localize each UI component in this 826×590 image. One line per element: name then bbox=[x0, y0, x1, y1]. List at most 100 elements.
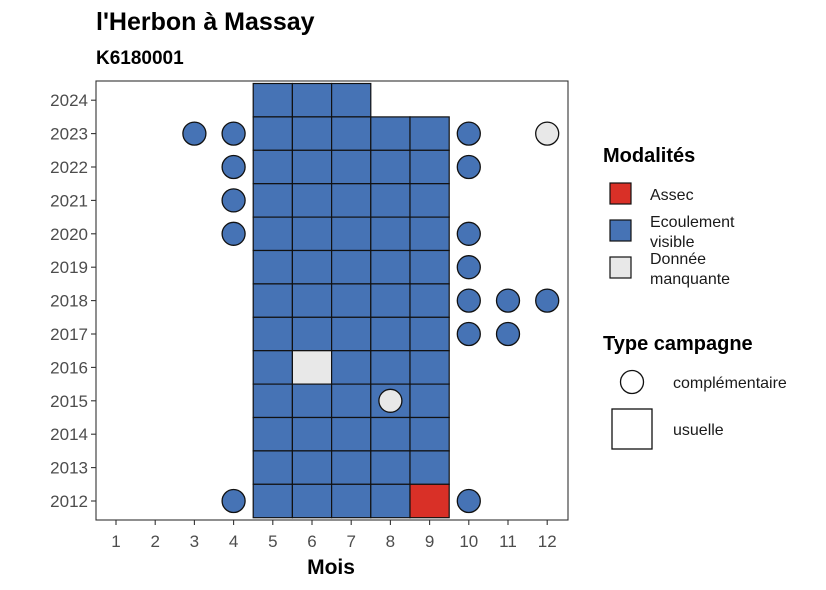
point-2023-10 bbox=[456, 121, 481, 146]
tile-2022-6 bbox=[291, 149, 333, 185]
tile-2021-5 bbox=[252, 183, 293, 218]
tile-2023-5 bbox=[252, 116, 293, 151]
tile-2024-6 bbox=[291, 82, 333, 118]
tile-2021-9 bbox=[409, 183, 450, 218]
y-tick-label-2020: 2020 bbox=[50, 225, 88, 244]
legend-label-1: Ecoulement visible bbox=[650, 214, 735, 251]
tile-2019-7 bbox=[331, 249, 372, 285]
tile-2016-8 bbox=[370, 350, 411, 385]
point-2012-10 bbox=[456, 488, 481, 514]
point-2017-11 bbox=[495, 321, 521, 347]
x-tick-label-4: 4 bbox=[229, 532, 238, 551]
y-tick-label-2023: 2023 bbox=[50, 125, 88, 144]
y-tick-label-2018: 2018 bbox=[50, 292, 88, 311]
legend-label-0: Assec bbox=[650, 187, 694, 204]
tile-2012-7 bbox=[331, 483, 372, 519]
legend-type-campagne: Type campagne complémentaire usuelle bbox=[603, 333, 787, 450]
tile-2023-6 bbox=[291, 116, 333, 151]
legend-modalites-title: Modalités bbox=[603, 145, 695, 167]
x-tick-label-9: 9 bbox=[425, 532, 434, 551]
legend-key-2 bbox=[609, 256, 632, 279]
tile-2020-9 bbox=[409, 216, 450, 252]
y-tick-label-2015: 2015 bbox=[50, 392, 88, 411]
tile-2013-7 bbox=[331, 450, 372, 485]
x-tick-label-1: 1 bbox=[111, 532, 120, 551]
tile-2023-7 bbox=[331, 116, 372, 151]
tile-2012-8 bbox=[370, 483, 411, 519]
point-2019-10 bbox=[456, 255, 481, 280]
tile-2015-6 bbox=[291, 383, 333, 419]
y-tick-label-2022: 2022 bbox=[50, 158, 88, 177]
tile-2020-8 bbox=[370, 216, 411, 252]
tile-2019-6 bbox=[291, 249, 333, 285]
y-tick-label-2013: 2013 bbox=[50, 459, 88, 478]
x-tick-label-8: 8 bbox=[386, 532, 395, 551]
tile-2016-7 bbox=[331, 350, 372, 385]
tile-2016-5 bbox=[252, 350, 293, 385]
tile-2023-8 bbox=[370, 116, 411, 151]
x-tick-label-6: 6 bbox=[307, 532, 316, 551]
tile-2012-5 bbox=[252, 483, 293, 519]
x-tick-label-5: 5 bbox=[268, 532, 277, 551]
tile-2017-6 bbox=[291, 316, 333, 352]
tile-2014-6 bbox=[291, 416, 333, 452]
tile-2018-6 bbox=[291, 283, 333, 318]
tile-2019-8 bbox=[370, 249, 411, 285]
chart-subtitle: K6180001 bbox=[96, 48, 184, 69]
point-2021-4 bbox=[221, 188, 246, 213]
plot-area: 2012 2013 2014 2015 2016 2017 2018 2019 2020 2021… bbox=[50, 80, 569, 551]
y-tick-label-2019: 2019 bbox=[50, 258, 88, 277]
tile-2019-5 bbox=[252, 249, 293, 285]
tile-2018-7 bbox=[331, 283, 372, 318]
tile-2013-5 bbox=[252, 450, 293, 485]
point-2018-11 bbox=[495, 288, 521, 313]
x-tick-label-2: 2 bbox=[150, 532, 159, 551]
tile-2014-9 bbox=[409, 416, 450, 452]
legend-type-campagne-title: Type campagne bbox=[603, 333, 753, 355]
legend-key-0 bbox=[609, 182, 632, 205]
tile-2023-9 bbox=[409, 116, 450, 151]
tile-2012-9 bbox=[409, 483, 450, 519]
tile-2022-9 bbox=[409, 149, 450, 185]
legend-shape-square bbox=[611, 408, 653, 450]
legend-type-label-0: complémentaire bbox=[673, 375, 787, 392]
x-tick-label-12: 12 bbox=[538, 532, 557, 551]
tile-2012-6 bbox=[291, 483, 333, 519]
point-2012-4 bbox=[221, 488, 246, 514]
x-tick-label-3: 3 bbox=[190, 532, 199, 551]
legend-label-2: Donnée manquante bbox=[650, 251, 730, 288]
tile-2021-7 bbox=[331, 183, 372, 218]
tile-2017-7 bbox=[331, 316, 372, 352]
x-tick-label-10: 10 bbox=[459, 532, 478, 551]
tile-2022-8 bbox=[370, 149, 411, 185]
x-axis-title: Mois bbox=[307, 556, 355, 579]
legend-key-1 bbox=[609, 219, 632, 242]
tile-2022-5 bbox=[252, 149, 293, 185]
legend-shape-circle bbox=[619, 369, 645, 395]
point-2023-3 bbox=[182, 121, 207, 146]
tile-2014-7 bbox=[331, 416, 372, 452]
tile-2020-5 bbox=[252, 216, 293, 252]
tile-2020-7 bbox=[331, 216, 372, 252]
point-2018-10 bbox=[456, 288, 481, 313]
y-tick-label-2017: 2017 bbox=[50, 325, 88, 344]
point-2018-12 bbox=[535, 288, 560, 313]
point-2017-10 bbox=[456, 321, 481, 347]
tile-2017-9 bbox=[409, 316, 450, 352]
tile-2013-8 bbox=[370, 450, 411, 485]
tile-2013-9 bbox=[409, 450, 450, 485]
tile-2022-7 bbox=[331, 149, 372, 185]
tile-2018-9 bbox=[409, 283, 450, 318]
legend-type-label-1: usuelle bbox=[673, 422, 724, 439]
y-tick-label-2021: 2021 bbox=[50, 191, 88, 210]
y-tick-label-2016: 2016 bbox=[50, 358, 88, 377]
y-tick-label-2012: 2012 bbox=[50, 492, 88, 511]
point-2023-12 bbox=[535, 121, 560, 146]
tile-2016-9 bbox=[409, 350, 450, 385]
tile-2024-5 bbox=[252, 82, 293, 118]
point-2022-10 bbox=[456, 154, 481, 180]
x-tick-label-7: 7 bbox=[346, 532, 355, 551]
point-2023-4 bbox=[221, 121, 246, 146]
